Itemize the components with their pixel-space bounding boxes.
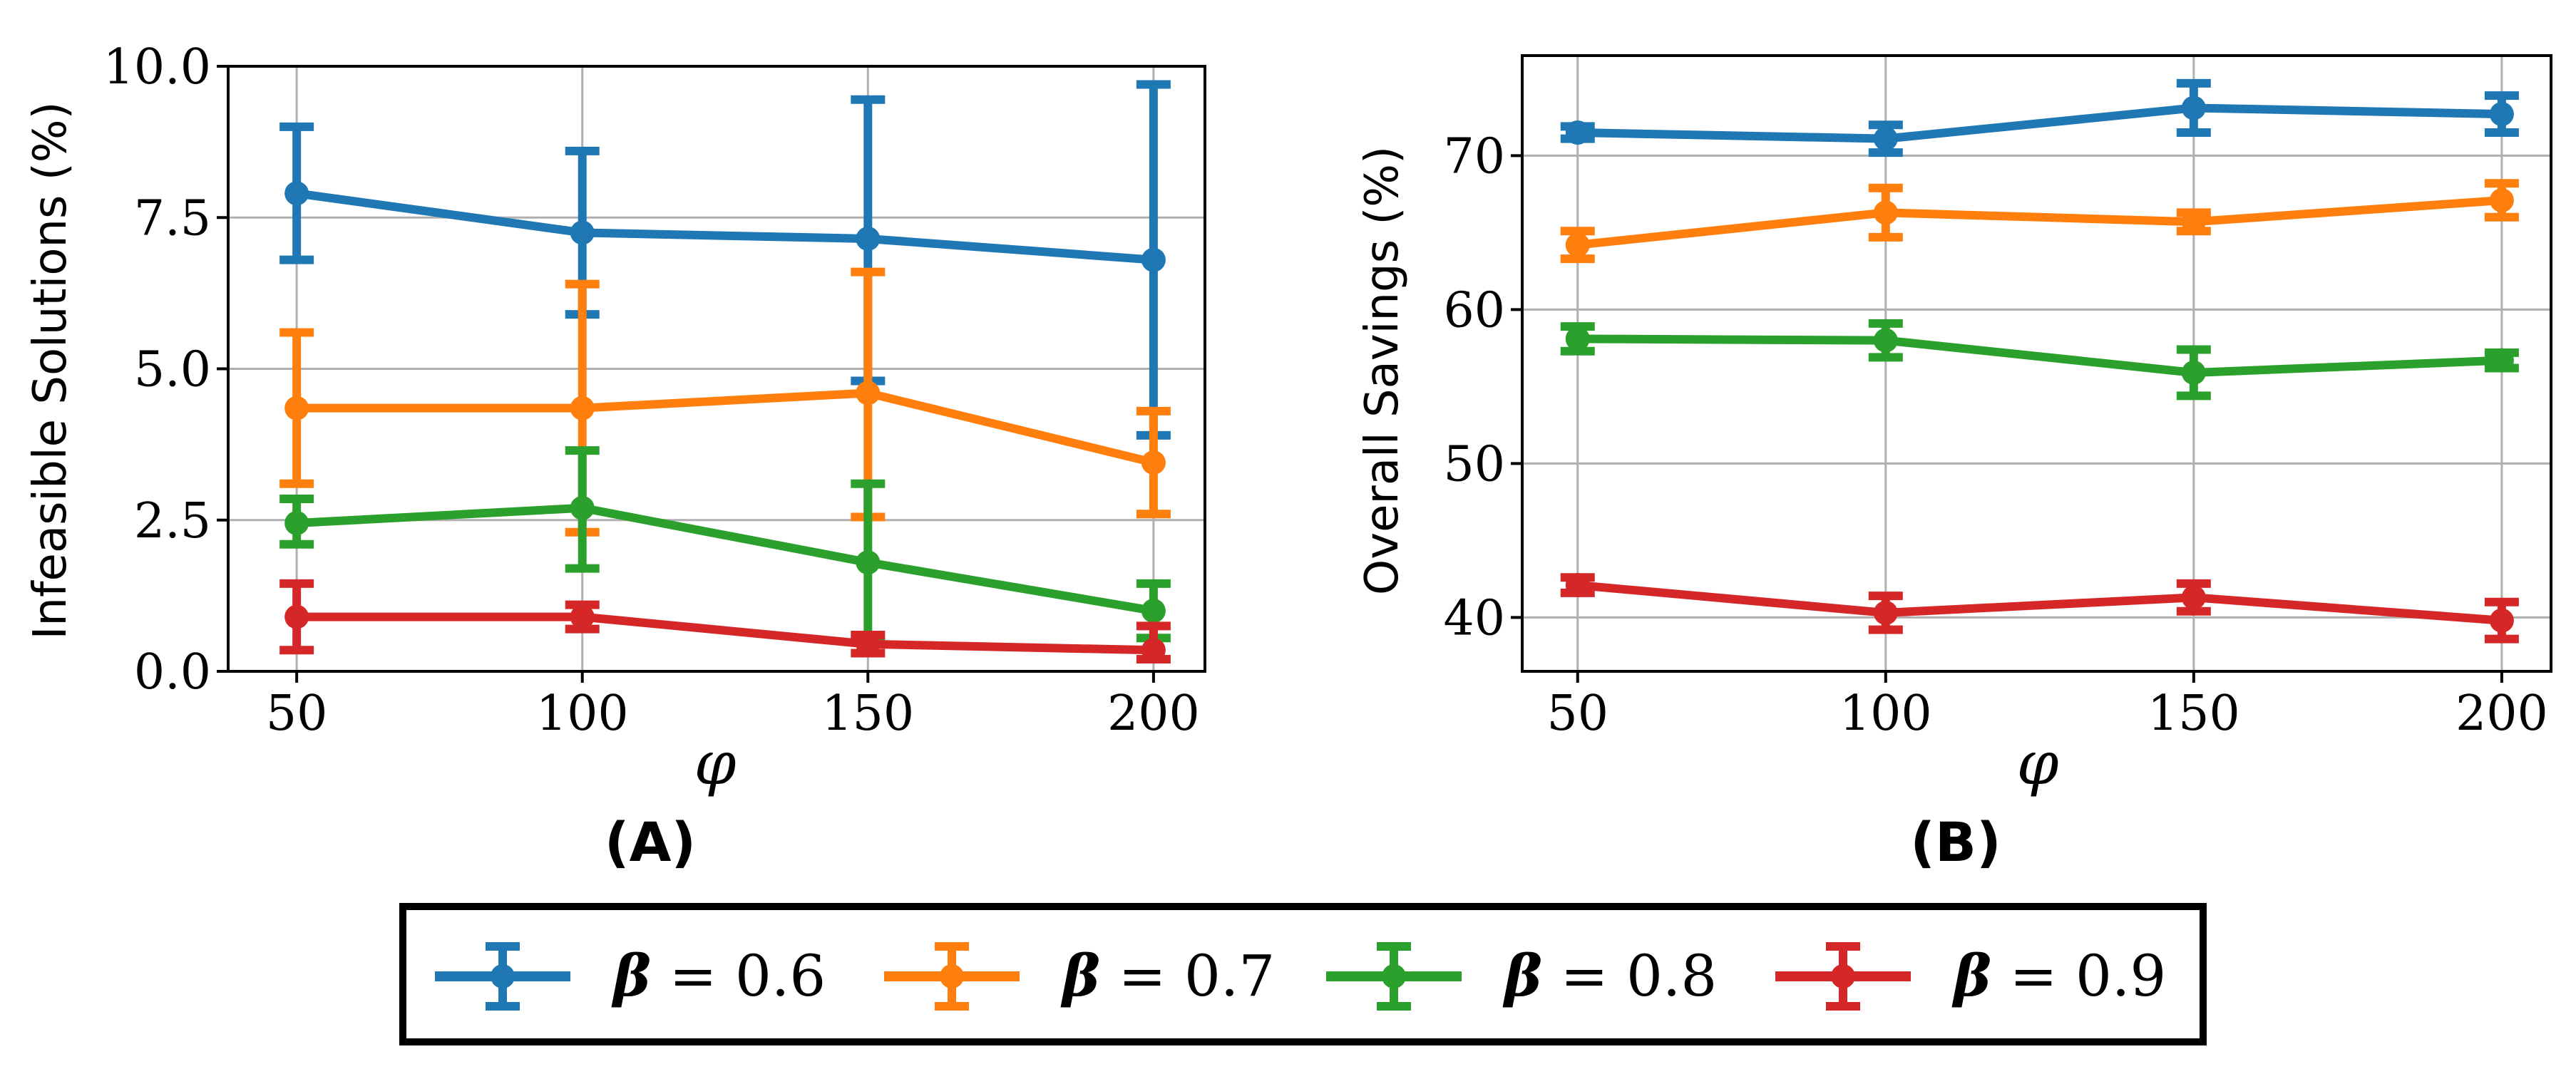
data-point-1-2 [856, 381, 881, 406]
data-point-3-1 [1873, 600, 1898, 625]
series-line-0 [296, 189, 1154, 264]
data-point-1-1 [1873, 200, 1898, 225]
legend-label-0: β = 0.6 [611, 942, 826, 1009]
panel-a-ylabel: Infeasible Solutions (%) [24, 102, 77, 640]
data-point-3-3 [1141, 638, 1166, 663]
series-2 [279, 446, 1171, 646]
legend-swatches [435, 942, 1911, 1011]
series-line-3 [297, 612, 1154, 655]
series-1 [1560, 179, 2519, 264]
legend-swatch-2 [1326, 942, 1462, 1011]
y-tick-label-4: 10.0 [103, 39, 211, 95]
legend-label-1: β = 0.7 [1060, 942, 1275, 1009]
legend-marker-3 [1831, 964, 1855, 988]
data-point-3-1 [570, 604, 595, 629]
data-point-2-1 [570, 495, 595, 520]
data-point-2-1 [1873, 328, 1898, 353]
series-line-2 [1577, 334, 2503, 377]
data-point-1-0 [1565, 232, 1590, 257]
data-point-1-0 [284, 396, 309, 420]
data-point-2-2 [2181, 360, 2206, 385]
data-point-1-1 [570, 396, 595, 420]
data-point-3-0 [1565, 573, 1590, 598]
data-point-2-3 [1141, 599, 1166, 624]
y-tick-label-1: 2.5 [134, 493, 211, 549]
x-tick-label-2: 150 [821, 686, 914, 742]
series-0 [279, 80, 1171, 440]
data-point-1-2 [2181, 210, 2206, 234]
data-point-0-2 [2181, 95, 2206, 120]
legend-label-3: β = 0.9 [1951, 942, 2166, 1009]
panel-b-ylabel: Overall Savings (%) [1356, 146, 1409, 595]
data-point-0-1 [1873, 126, 1898, 151]
x-tick-label-0: 50 [266, 686, 328, 742]
data-point-0-1 [570, 220, 595, 245]
chart-panel-b: 50 100 150 200 40 50 60 70 [1443, 54, 2552, 742]
plot-frame [1521, 54, 2552, 673]
legend-frame [399, 903, 2207, 1045]
y-tick-label-0: 0.0 [134, 644, 211, 701]
data-point-1-3 [2489, 188, 2514, 213]
data-point-2-3 [2489, 348, 2514, 373]
y-tick-label-0: 40 [1443, 590, 1505, 646]
legend-swatch-0 [435, 942, 570, 1011]
y-tick-label-2: 5.0 [134, 342, 211, 398]
series-3 [279, 579, 1171, 664]
panel-b-xlabel: φ [2017, 728, 2059, 798]
data-point-3-2 [856, 631, 881, 656]
legend-swatch-3 [1775, 942, 1911, 1011]
data-point-0-0 [1565, 120, 1590, 145]
data-point-1-3 [1141, 450, 1166, 475]
data-point-3-2 [2181, 585, 2206, 610]
series-1 [279, 267, 1171, 537]
data-point-0-2 [856, 226, 881, 251]
series-3 [1560, 573, 2519, 644]
x-tick-label-1: 100 [536, 686, 629, 742]
data-point-0-0 [284, 181, 309, 206]
x-tick-label-3: 200 [2456, 686, 2548, 742]
data-point-0-3 [2489, 102, 2514, 127]
legend-swatch-1 [884, 942, 1020, 1011]
x-tick-label-1: 100 [1839, 686, 1932, 742]
panel-a-xlabel: φ [694, 728, 737, 798]
series-line-1 [297, 388, 1155, 467]
y-tick-label-2: 60 [1443, 282, 1505, 339]
chart-panel-a: 50 100 150 200 0.0 2.5 5.0 7.5 10.0 [103, 39, 1206, 742]
series-line-0 [1577, 103, 2502, 143]
x-tick-label-2: 150 [2147, 686, 2240, 742]
legend-label-2: β = 0.8 [1502, 942, 1717, 1009]
legend-marker-1 [940, 964, 964, 988]
panel-b-label: (B) [1910, 810, 2001, 874]
panel-a-label: (A) [605, 810, 696, 874]
series-line-1 [1577, 196, 2503, 249]
data-point-2-0 [284, 510, 309, 535]
y-tick-label-1: 50 [1443, 436, 1505, 492]
data-point-3-3 [2489, 608, 2514, 633]
data-point-2-0 [1565, 326, 1590, 351]
data-point-3-0 [284, 604, 309, 629]
series-line-2 [296, 503, 1154, 616]
legend-marker-0 [491, 964, 515, 988]
series-2 [1560, 319, 2519, 401]
data-point-0-3 [1141, 247, 1166, 272]
y-tick-label-3: 70 [1443, 128, 1505, 185]
series-line-3 [1577, 581, 2503, 625]
legend: β = 0.6 β = 0.7 β = 0.8 β = 0.9 [399, 903, 2207, 1045]
x-tick-label-0: 50 [1547, 686, 1609, 742]
x-tick-label-3: 200 [1107, 686, 1200, 742]
y-tick-label-3: 7.5 [134, 190, 211, 247]
series-0 [1560, 78, 2519, 157]
data-point-2-2 [856, 550, 881, 575]
legend-marker-2 [1382, 964, 1406, 988]
